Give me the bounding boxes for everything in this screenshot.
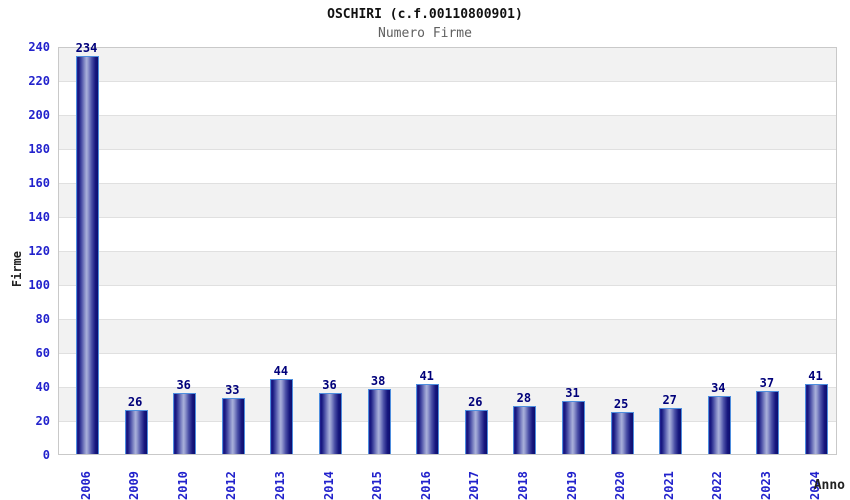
- y-tick-label: 120: [28, 244, 50, 258]
- x-tick-label: 2023: [758, 471, 773, 500]
- bar: [367, 389, 391, 454]
- bar: [124, 409, 148, 454]
- bar-value-label: 37: [759, 376, 775, 391]
- bar: [562, 401, 585, 454]
- bar-value-label: 25: [613, 396, 629, 411]
- y-tick-label: 160: [28, 176, 50, 190]
- bar: [76, 56, 99, 454]
- gridline: [59, 149, 836, 150]
- bar-value-label: 38: [370, 374, 386, 389]
- bar-value-label: 28: [516, 391, 532, 406]
- y-tick-label: 0: [42, 448, 50, 462]
- gridline: [59, 319, 836, 320]
- y-tick-label: 80: [35, 312, 50, 326]
- bar-value-label: 234: [75, 41, 98, 56]
- gridline: [59, 115, 836, 116]
- y-tick-label: 240: [28, 40, 50, 54]
- x-axis-title: Anno: [813, 478, 845, 493]
- bar-value-label: 27: [662, 393, 677, 408]
- bar: [805, 384, 828, 454]
- y-tick-label: 20: [35, 414, 50, 428]
- gridline: [59, 353, 836, 354]
- bar-value-label: 36: [322, 377, 337, 392]
- bar: [173, 392, 197, 454]
- bar-value-label: 36: [176, 377, 191, 392]
- x-tick-label: 2021: [661, 471, 676, 500]
- x-tick-label: 2014: [321, 471, 336, 500]
- y-tick-label: 140: [28, 210, 50, 224]
- bar: [270, 379, 294, 454]
- y-tick-label: 40: [35, 380, 50, 394]
- bar-value-label: 33: [225, 382, 240, 397]
- chart-subtitle: Numero Firme: [378, 26, 472, 41]
- x-tick-label: 2017: [467, 471, 482, 500]
- bar-value-label: 44: [273, 364, 289, 379]
- x-tick-label: 2006: [78, 471, 93, 500]
- bar: [221, 397, 245, 454]
- x-tick-label: 2012: [224, 471, 239, 500]
- x-tick-label: 2020: [613, 471, 628, 500]
- gridline: [59, 183, 836, 184]
- x-tick-label: 2013: [272, 471, 287, 500]
- x-tick-label: 2015: [370, 471, 385, 500]
- gridline: [59, 81, 836, 82]
- bar: [659, 408, 683, 454]
- chart-title: OSCHIRI (c.f.00110800901): [327, 7, 523, 22]
- gridline: [59, 285, 836, 286]
- x-tick-label: 2010: [175, 471, 190, 500]
- plot-area: [58, 47, 837, 455]
- bar-value-label: 26: [127, 394, 143, 409]
- x-tick-label: 2022: [710, 471, 725, 500]
- gridline: [59, 251, 836, 252]
- x-tick-label: 2016: [418, 471, 433, 500]
- y-tick-label: 180: [28, 142, 50, 156]
- bar-value-label: 31: [565, 386, 580, 401]
- bar-value-label: 41: [808, 369, 823, 384]
- bar: [756, 391, 780, 454]
- x-tick-label: 2018: [515, 471, 530, 500]
- bar: [416, 384, 440, 454]
- y-tick-label: 200: [28, 108, 50, 122]
- bar: [610, 411, 634, 454]
- bar: [464, 409, 488, 454]
- bar-value-label: 34: [711, 381, 726, 396]
- x-tick-label: 2019: [564, 471, 579, 500]
- bar-value-label: 26: [468, 394, 483, 409]
- x-tick-label: 2009: [127, 471, 142, 500]
- gridline: [59, 217, 836, 218]
- bar: [513, 406, 537, 454]
- y-tick-label: 60: [35, 346, 50, 360]
- gridline: [59, 387, 836, 388]
- y-tick-label: 100: [28, 278, 50, 292]
- bar-value-label: 41: [419, 369, 434, 384]
- bar: [319, 392, 342, 454]
- gridline: [59, 421, 836, 422]
- bar: [707, 396, 731, 454]
- y-tick-label: 220: [28, 74, 50, 88]
